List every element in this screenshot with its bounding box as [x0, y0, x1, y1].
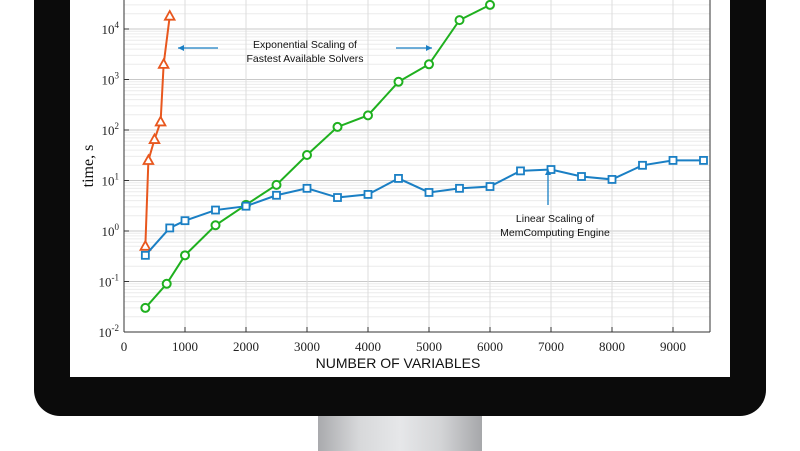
- x-tick-label: 1000: [172, 339, 198, 354]
- data-point-square: [272, 190, 281, 200]
- annotation-text-2: Linear Scaling of MemComputing Engine: [500, 213, 610, 239]
- x-tick-label: 3000: [294, 339, 320, 354]
- x-tick-label: 6000: [477, 339, 503, 354]
- data-point-square: [485, 182, 495, 191]
- data-point-square: [668, 156, 678, 165]
- x-tick-label: 8000: [599, 339, 625, 354]
- data-point-circle: [454, 15, 465, 26]
- y-tick-label: 104: [102, 20, 120, 37]
- series-line-square: [144, 159, 704, 256]
- data-point-circle: [424, 59, 434, 70]
- data-point-square: [211, 205, 220, 215]
- x-tick-label: 4000: [355, 339, 381, 354]
- y-axis-title: time, s: [80, 145, 97, 188]
- data-point-circle: [140, 302, 151, 313]
- data-point-square: [638, 160, 647, 170]
- data-point-circle: [180, 250, 190, 261]
- data-point-triangle: [139, 239, 152, 251]
- x-tick-label: 0: [121, 339, 128, 354]
- data-point-circle: [161, 278, 172, 289]
- data-point-square: [180, 216, 190, 226]
- x-axis-title: NUMBER OF VARIABLES: [316, 355, 481, 371]
- data-point-square: [333, 193, 342, 202]
- y-tick-label: 101: [102, 172, 120, 189]
- y-tick-label: 100: [102, 222, 120, 239]
- data-point-triangle: [157, 57, 170, 69]
- data-point-triangle: [163, 9, 177, 21]
- annotations: Exponential Scaling of Fastest Available …: [178, 39, 610, 239]
- series-layer: [139, 0, 708, 313]
- data-point-square: [516, 166, 525, 176]
- data-point-square: [424, 188, 434, 197]
- arrow-right-icon: [396, 45, 432, 51]
- data-point-triangle: [154, 115, 167, 127]
- x-tick-label: 5000: [416, 339, 442, 354]
- monitor-stand: [318, 416, 482, 451]
- axes: 0 1000 2000 3000 4000 5000 6000 7000 8000 9000 10-…: [99, 0, 711, 354]
- data-point-circle: [271, 179, 282, 190]
- x-tick-label: 7000: [538, 339, 564, 354]
- data-point-square: [577, 172, 586, 181]
- data-point-circle: [485, 0, 495, 10]
- data-point-square: [394, 174, 403, 183]
- data-point-triangle: [148, 132, 161, 144]
- data-point-triangle: [142, 153, 155, 165]
- annotation-text-1: Exponential Scaling of Fastest Available …: [246, 39, 363, 65]
- data-point-circle: [363, 110, 373, 121]
- data-point-circle: [332, 121, 343, 132]
- arrow-left-icon: [178, 45, 218, 51]
- data-point-square: [241, 201, 251, 211]
- y-tick-label: 10-1: [99, 273, 120, 290]
- grid: [123, 0, 710, 333]
- x-tick-label: 9000: [660, 339, 686, 354]
- x-tick-label: 2000: [233, 339, 259, 354]
- data-point-square: [302, 183, 312, 193]
- data-point-square: [699, 156, 708, 165]
- y-tick-label: 102: [102, 121, 120, 138]
- data-point-circle: [210, 220, 221, 231]
- data-point-square: [140, 250, 150, 260]
- y-tick-label: 103: [102, 71, 120, 88]
- data-point-square: [363, 190, 373, 199]
- data-point-square: [607, 175, 617, 184]
- data-point-circle: [393, 76, 404, 87]
- y-tick-label: 10-2: [99, 323, 120, 340]
- arrow-up-icon: [545, 169, 551, 205]
- data-point-square: [455, 183, 464, 193]
- data-point-circle: [302, 149, 312, 160]
- data-point-square: [165, 223, 175, 233]
- series-line-triangle: [144, 15, 171, 247]
